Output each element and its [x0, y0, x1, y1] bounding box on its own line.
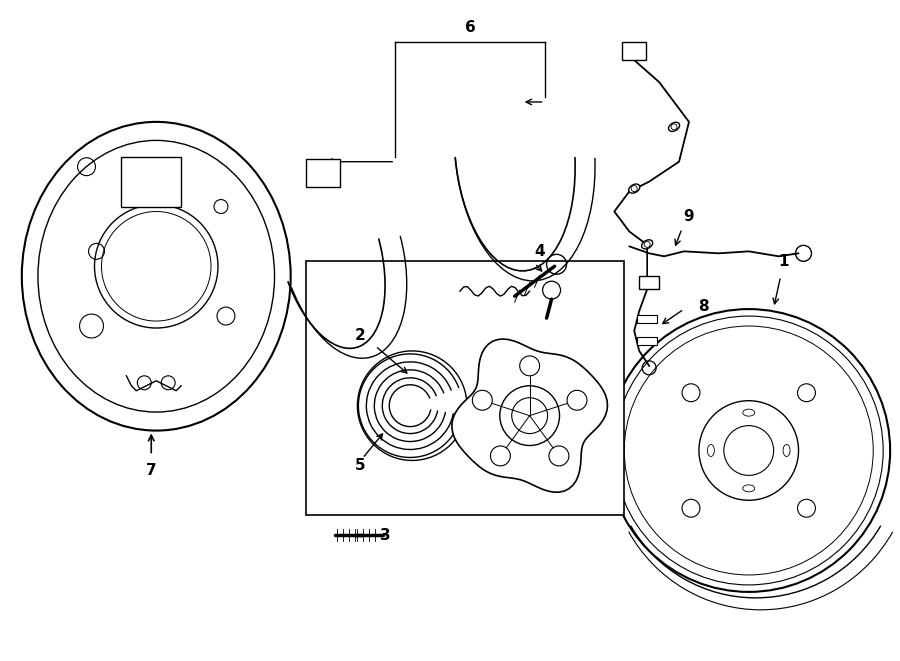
Ellipse shape [669, 122, 680, 132]
Ellipse shape [783, 444, 790, 457]
Ellipse shape [642, 240, 652, 249]
Text: 9: 9 [684, 209, 694, 224]
Ellipse shape [22, 122, 291, 430]
Text: 1: 1 [778, 254, 788, 269]
Text: 7: 7 [146, 463, 157, 478]
Circle shape [644, 241, 650, 247]
Ellipse shape [742, 409, 755, 416]
FancyBboxPatch shape [639, 276, 659, 289]
Text: 2: 2 [355, 329, 365, 344]
FancyBboxPatch shape [122, 157, 181, 206]
Ellipse shape [707, 444, 715, 457]
Bar [306, 261, 625, 515]
Ellipse shape [629, 184, 640, 193]
FancyBboxPatch shape [637, 337, 657, 345]
FancyBboxPatch shape [622, 42, 646, 60]
FancyBboxPatch shape [306, 159, 340, 186]
Circle shape [631, 186, 637, 192]
FancyBboxPatch shape [637, 315, 657, 323]
Text: 3: 3 [380, 527, 391, 543]
Circle shape [671, 124, 677, 130]
Ellipse shape [742, 485, 755, 492]
Text: 10: 10 [536, 346, 557, 362]
Text: 6: 6 [464, 20, 475, 35]
Text: 4: 4 [535, 244, 544, 259]
Polygon shape [452, 339, 608, 492]
Text: 8: 8 [698, 299, 709, 313]
Text: 5: 5 [356, 458, 365, 473]
Ellipse shape [38, 140, 274, 412]
